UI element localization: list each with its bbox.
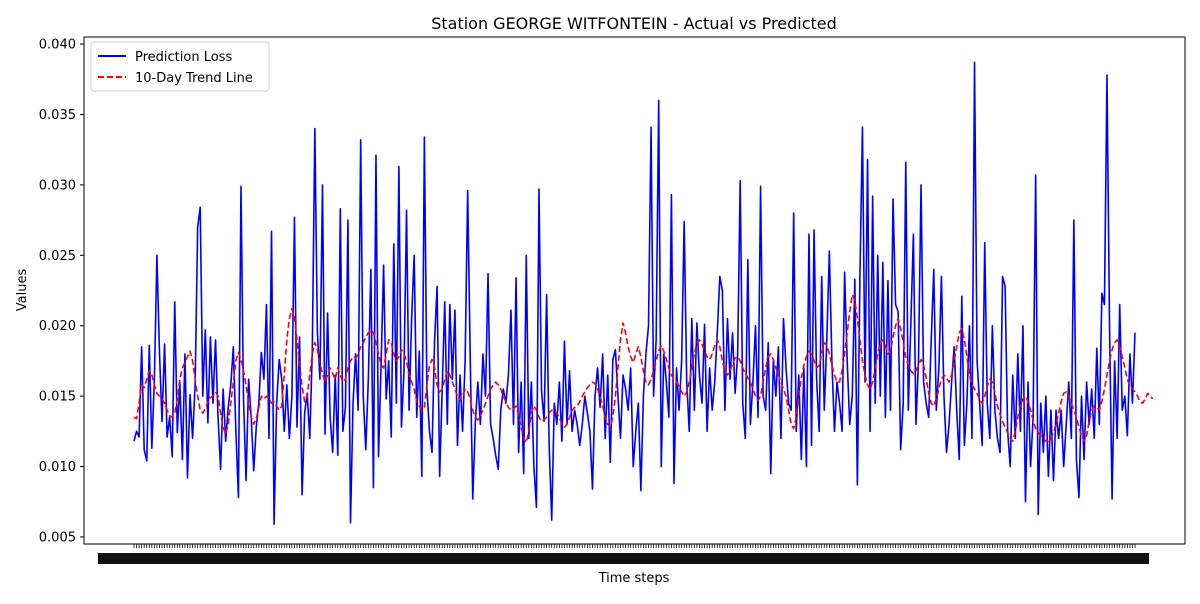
y-tick-label: 0.040 [39,38,76,53]
x-axis-ticks [98,544,1149,564]
y-tick-label: 0.015 [39,390,76,405]
axes-frame [83,36,1186,545]
y-axis-label: Values [15,269,30,312]
plot-area [83,36,1186,545]
legend-frame [90,41,270,92]
y-tick-label: 0.025 [39,249,76,264]
series-line-trend [133,293,1154,444]
y-axis-ticks: 0.005 0.010 0.015 0.020 0.025 0.030 0.035 0.040 [39,38,84,545]
legend: Prediction Loss 10-Day Trend Line [90,41,270,92]
y-tick-label: 0.005 [39,530,76,545]
y-tick-label: 0.020 [39,319,76,334]
y-tick-label: 0.010 [39,460,76,475]
legend-label-trend-line: 10-Day Trend Line [135,71,253,86]
x-tick-label-band [98,553,1149,564]
legend-label-prediction-loss: Prediction Loss [135,50,232,65]
chart-title: Station GEORGE WITFONTEIN - Actual vs Pr… [431,14,837,33]
y-tick-label: 0.035 [39,108,76,123]
y-tick-label: 0.030 [39,178,76,193]
x-axis-label: Time steps [598,571,670,586]
